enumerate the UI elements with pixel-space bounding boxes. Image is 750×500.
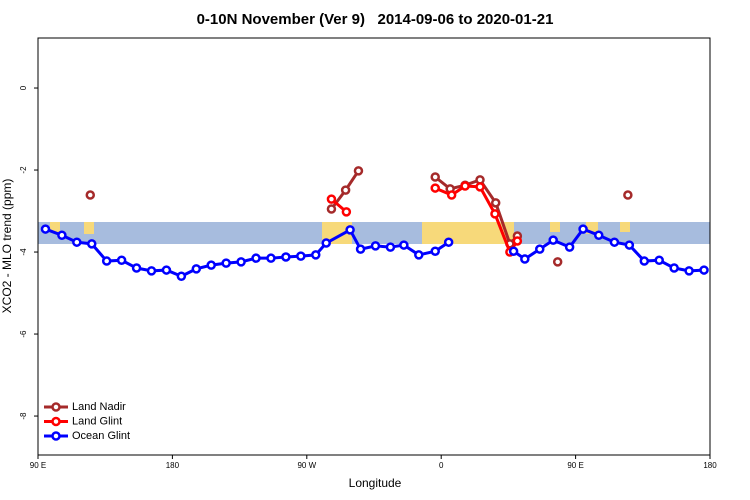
data-point: [311, 250, 321, 260]
data-point: [520, 254, 530, 264]
land-patch: [620, 222, 630, 232]
data-point: [399, 240, 409, 250]
data-point: [266, 253, 276, 263]
series-line: [44, 227, 450, 278]
data-point: [430, 183, 440, 193]
data-point: [654, 255, 664, 265]
data-point: [512, 236, 523, 246]
y-axis-label: XCO2 - MLO trend (ppm): [0, 179, 14, 314]
data-point: [251, 253, 261, 263]
data-point: [623, 190, 633, 200]
data-point: [490, 198, 501, 208]
data-point: [85, 190, 96, 200]
data-point: [443, 237, 454, 247]
land-patch: [550, 222, 560, 232]
y-tick-label: -4: [19, 248, 28, 256]
data-point: [345, 225, 355, 235]
legend-label: Land Nadir: [72, 401, 126, 413]
data-point: [116, 255, 127, 265]
data-point: [552, 257, 563, 267]
data-point: [131, 263, 142, 273]
plot-frame: [37, 37, 711, 456]
data-point: [460, 181, 470, 191]
data-point: [341, 207, 352, 217]
legend-marker: [51, 416, 61, 427]
data-point: [326, 194, 337, 204]
data-point: [353, 166, 364, 176]
x-tick-label: 180: [703, 461, 717, 470]
data-point: [609, 237, 620, 247]
data-point: [490, 209, 500, 219]
data-point: [370, 241, 381, 251]
map-strip: [38, 222, 710, 244]
data-point: [101, 256, 112, 266]
data-point: [446, 190, 457, 200]
land-patch: [50, 222, 60, 232]
y-tick-label: 0: [19, 85, 28, 90]
y-tick-label: -2: [19, 166, 28, 174]
data-point: [321, 238, 331, 248]
data-point: [578, 224, 588, 234]
data-point: [236, 257, 246, 267]
x-tick-label: 90 E: [30, 461, 46, 470]
x-tick-label: 90 E: [567, 461, 583, 470]
data-point: [593, 230, 604, 240]
data-point: [639, 256, 650, 266]
data-point: [221, 258, 231, 268]
data-point: [326, 204, 337, 214]
data-point: [669, 263, 679, 273]
x-tick-label: 90 W: [297, 461, 316, 470]
data-point: [624, 240, 635, 250]
data-point: [281, 252, 291, 262]
data-point: [355, 244, 366, 254]
data-point: [340, 185, 351, 195]
data-point: [176, 271, 187, 281]
data-point: [535, 244, 545, 254]
legend-label: Land Glint: [72, 415, 122, 427]
y-tick-label: -6: [19, 330, 28, 338]
data-point: [191, 264, 202, 274]
land-patch: [322, 222, 352, 244]
data-point: [548, 235, 558, 245]
x-axis-label: Longitude: [349, 476, 402, 490]
legend-label: Ocean Glint: [72, 430, 130, 442]
data-point: [72, 237, 82, 247]
data-point: [296, 251, 306, 261]
data-point: [564, 242, 575, 252]
data-point: [57, 230, 67, 240]
y-tick-label: -8: [19, 412, 28, 420]
data-point: [161, 265, 172, 275]
land-patch: [84, 222, 94, 234]
data-point: [430, 246, 440, 256]
data-point: [430, 172, 440, 182]
data-point: [508, 246, 519, 256]
data-point: [475, 182, 485, 192]
data-point: [146, 266, 157, 276]
data-point: [87, 239, 97, 249]
x-tick-label: 180: [166, 461, 180, 470]
data-point: [40, 224, 51, 234]
data-point: [206, 260, 216, 270]
ocean-band: [38, 222, 710, 244]
series: [40, 224, 709, 281]
x-tick-label: 0: [439, 461, 444, 470]
chart-title: 0-10N November (Ver 9) 2014-09-06 to 202…: [197, 11, 554, 28]
data-point: [414, 250, 424, 260]
land-patch: [422, 222, 514, 244]
legend-marker: [51, 402, 61, 412]
data-point: [684, 266, 694, 276]
data-point: [385, 242, 396, 252]
legend-marker: [51, 431, 61, 441]
data-point: [699, 265, 709, 275]
